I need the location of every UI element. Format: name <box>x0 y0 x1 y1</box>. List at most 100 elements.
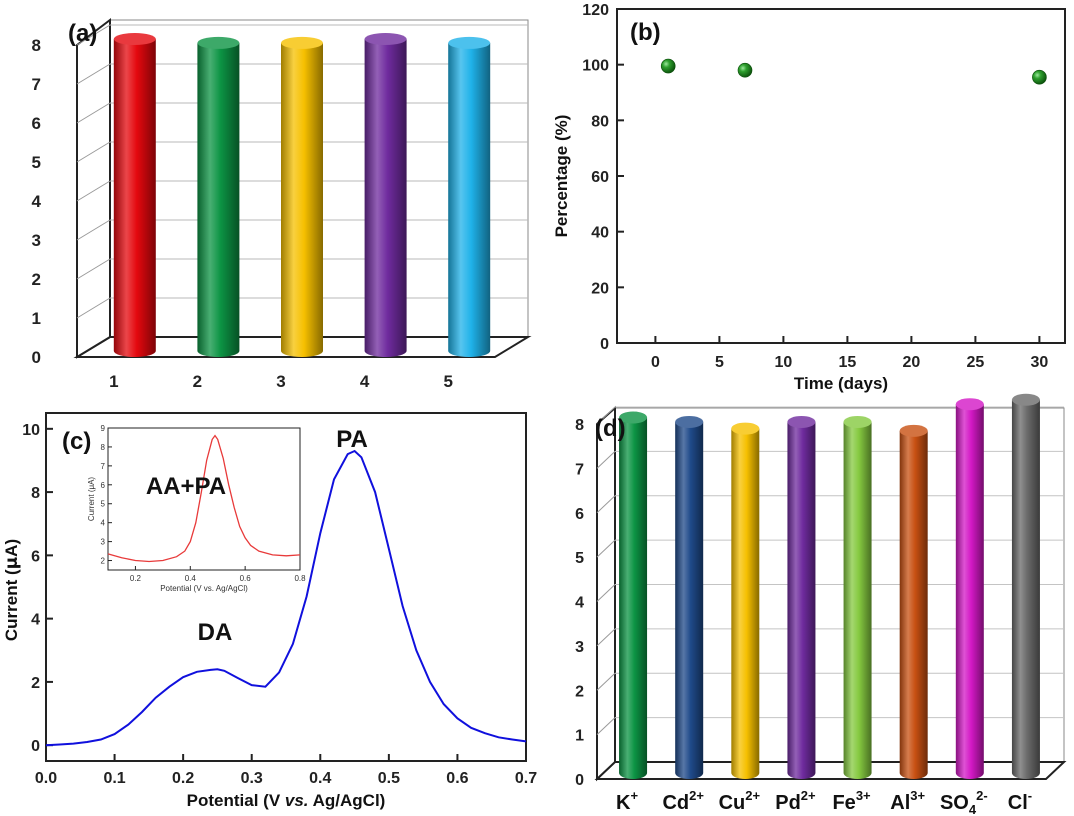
panel-d-xtick-label: Cd2+ <box>662 788 704 814</box>
inset-xtick-label: 0.8 <box>294 574 306 583</box>
panel-c-x-axis: 0.0 0.1 0.2 0.3 0.4 0.5 0.6 0.7 <box>35 754 537 787</box>
panel-a-xtick-label: 4 <box>360 372 370 391</box>
panel-c-ytick-label: 6 <box>31 548 40 565</box>
inset-ytick-label: 8 <box>101 443 106 452</box>
panel-d-xtick-label: Al3+ <box>890 788 925 814</box>
panel-a-gridline <box>76 258 111 280</box>
panel-d-xtick-label: K+ <box>616 788 638 814</box>
panel-d-ytick-label: 0 <box>575 772 584 789</box>
inset-ytick-label: 3 <box>101 538 106 547</box>
panel-a-label: (a) <box>68 20 97 47</box>
panel-a-ytick-label: 6 <box>32 114 41 133</box>
panel-a-xtick-label: 3 <box>276 372 285 391</box>
panel-c-ytick-label: 8 <box>31 485 40 502</box>
panel-a-bar <box>281 36 323 358</box>
panel-d-xtick-label: Fe3+ <box>832 788 871 814</box>
panel-b-xtick-label: 30 <box>1031 354 1049 371</box>
panel-d-bars <box>619 393 1040 780</box>
panel-b-point <box>1032 69 1047 85</box>
panel-d-gridline <box>596 672 616 691</box>
panel-a: 0 1 2 3 4 5 6 7 8 1 2 3 4 5 (a) <box>32 17 532 391</box>
panel-c-xtick-label: 0.7 <box>515 770 537 787</box>
panel-d-ytick-label: 5 <box>575 550 584 567</box>
panel-c-xtick-label: 0.6 <box>446 770 468 787</box>
panel-b-xtick-label: 0 <box>651 354 660 371</box>
panel-a-ytick-label: 8 <box>32 36 41 55</box>
inset-x-label: Potential (V vs. Ag/AgCl) <box>160 584 248 593</box>
panel-d-xtick-label: SO42- <box>940 788 988 816</box>
panel-d-gridline <box>596 539 616 558</box>
panel-d-floor <box>594 761 1067 780</box>
panel-c-ytick-label: 0 <box>31 738 40 755</box>
annotation-da: DA <box>198 619 233 646</box>
panel-d-ytick-label: 3 <box>575 639 584 656</box>
panel-c-xtick-label: 0.5 <box>378 770 400 787</box>
panel-d: 0 1 2 3 4 5 6 7 8 K+ Cd2+ Cu2+ Pd2+ Fe3+ Al3+ SO42- Cl-… <box>575 393 1067 816</box>
panel-a-ytick-label: 7 <box>32 75 41 94</box>
panel-c-label: (c) <box>62 428 91 455</box>
panel-a-x-axis: 1 2 3 4 5 <box>109 372 453 391</box>
inset-xtick-label: 0.4 <box>185 574 197 583</box>
panel-d-gridline <box>596 406 616 425</box>
panel-d-bar <box>675 415 704 780</box>
panel-d-gridline <box>596 584 616 602</box>
inset-ytick-label: 6 <box>101 481 106 490</box>
panel-b-ytick-label: 0 <box>600 336 609 353</box>
inset-y-label: Current (μA) <box>87 477 96 522</box>
panel-a-xtick-label: 5 <box>443 372 452 391</box>
panel-a-xtick-label: 2 <box>193 372 202 391</box>
panel-b-label: (b) <box>630 19 661 46</box>
panel-d-bar <box>899 424 928 780</box>
panel-a-gridline <box>76 219 111 241</box>
panel-b-ytick-label: 40 <box>591 225 609 242</box>
panel-d-xtick-label: Cl- <box>1008 788 1032 814</box>
panel-a-ytick-label: 0 <box>32 348 41 367</box>
inset-ytick-label: 5 <box>101 500 106 509</box>
annotation-aa-pa: AA+PA <box>146 473 226 500</box>
panel-a-y-axis: 0 1 2 3 4 5 6 7 8 <box>32 36 42 367</box>
panel-b-ytick-label: 120 <box>582 2 609 19</box>
panel-c-x-label: Potential (V vs. Ag/AgCl) <box>187 791 386 810</box>
panel-d-y-axis: 0 1 2 3 4 5 6 7 8 <box>575 417 584 789</box>
panel-c-xtick-label: 0.2 <box>172 770 194 787</box>
panel-c-y-axis: 0 2 4 6 8 10 <box>22 422 53 755</box>
panel-a-bar <box>113 33 156 357</box>
panel-b-point <box>660 58 676 74</box>
panel-d-gridline <box>596 717 616 735</box>
panel-a-gridline <box>76 24 111 46</box>
panel-d-bar <box>787 415 816 780</box>
panel-c-ytick-label: 10 <box>22 422 40 439</box>
inset-ytick-label: 2 <box>101 557 106 566</box>
panel-d-ytick-label: 6 <box>575 506 584 523</box>
panel-a-ytick-label: 4 <box>32 192 42 211</box>
panel-c-xtick-label: 0.1 <box>103 770 125 787</box>
panel-b-y-label: Percentage (%) <box>552 115 571 238</box>
panel-d-x-axis: K+ Cd2+ Cu2+ Pd2+ Fe3+ Al3+ SO42- Cl- <box>616 788 1032 816</box>
panel-d-label: (d) <box>595 415 626 442</box>
panel-d-xtick-label: Cu2+ <box>719 788 761 814</box>
panel-a-gridline <box>76 102 111 124</box>
panel-b-xtick-label: 10 <box>775 354 793 371</box>
panel-b-x-label: Time (days) <box>794 374 888 393</box>
panel-b-ytick-label: 20 <box>591 280 609 297</box>
panel-a-bar <box>197 36 240 358</box>
panel-a-gridline <box>76 141 111 163</box>
inset-ytick-label: 7 <box>101 462 106 471</box>
panel-c-xtick-label: 0.0 <box>35 770 57 787</box>
panel-c-xtick-label: 0.4 <box>309 770 331 787</box>
panel-a-bars <box>113 33 491 358</box>
panel-a-gridline <box>76 297 111 319</box>
inset-xtick-label: 0.2 <box>130 574 142 583</box>
inset-series-line <box>107 434 301 563</box>
inset-y-axis: 2 3 4 5 6 7 8 9 <box>101 424 112 566</box>
panel-b-ytick-label: 100 <box>582 58 609 75</box>
panel-b-frame <box>616 8 1066 344</box>
panel-b-ytick-label: 80 <box>591 113 609 130</box>
panel-d-gridline <box>596 628 616 647</box>
inset-frame <box>107 427 301 571</box>
panel-b-xtick-label: 20 <box>903 354 921 371</box>
panel-b-ytick-label: 60 <box>591 169 609 186</box>
panel-c-xtick-label: 0.3 <box>241 770 263 787</box>
inset-plot: 2 3 4 5 6 7 8 9 0.2 0.4 0.6 0.8 AA+PA Potential (V… <box>87 424 306 593</box>
